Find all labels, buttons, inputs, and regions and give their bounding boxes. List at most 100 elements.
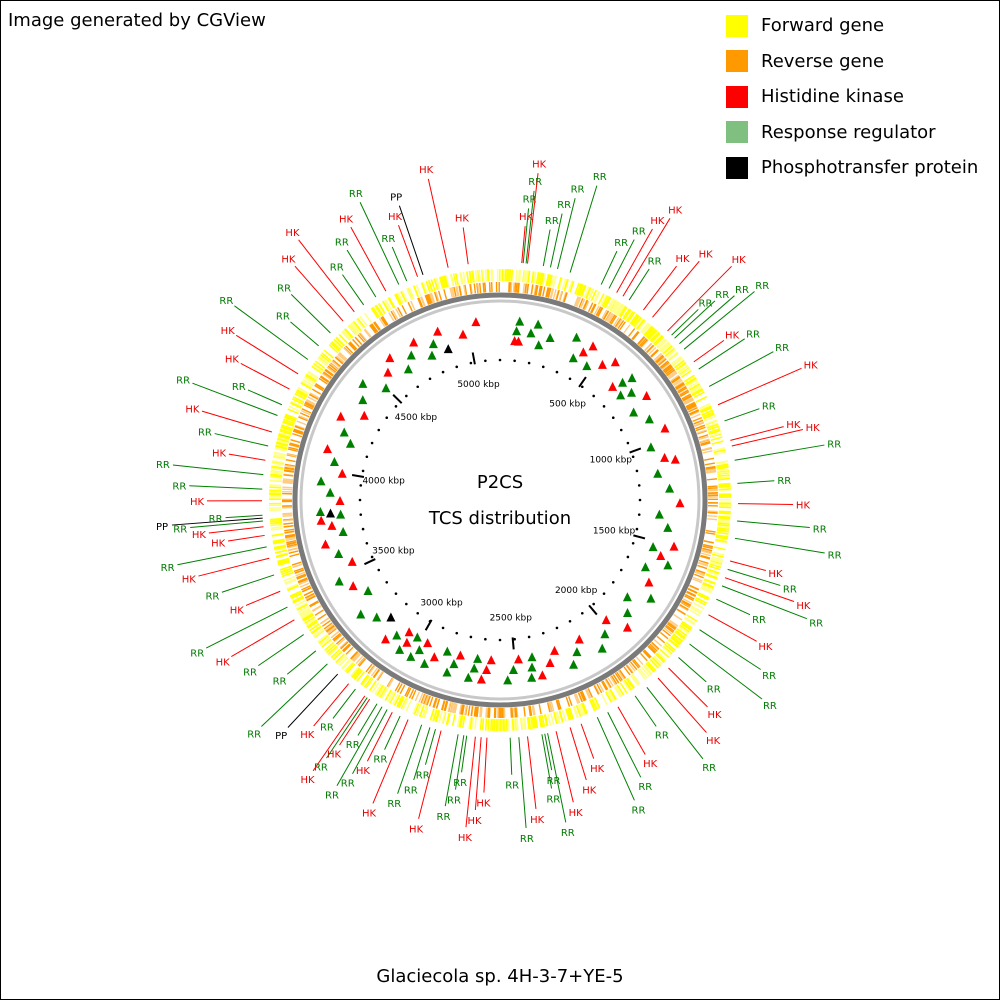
reverse-gene-mark bbox=[298, 415, 309, 421]
forward-gene-mark bbox=[545, 274, 551, 287]
reverse-gene-mark bbox=[674, 381, 684, 388]
legend-label: Reverse gene bbox=[761, 50, 885, 72]
forward-gene-mark bbox=[442, 275, 448, 288]
feature-label: PP bbox=[156, 522, 168, 533]
forward-gene-mark bbox=[715, 538, 728, 543]
forward-gene-mark bbox=[514, 718, 518, 731]
forward-gene-mark bbox=[269, 518, 282, 521]
reverse-gene-mark bbox=[474, 706, 478, 717]
feature-label: RR bbox=[209, 514, 223, 525]
forward-gene-mark bbox=[299, 608, 311, 617]
ruler-dot bbox=[377, 568, 381, 572]
forward-gene-mark bbox=[354, 669, 363, 681]
forward-gene-mark bbox=[393, 694, 401, 706]
feature-label: RR bbox=[561, 828, 575, 839]
feature-label: RR bbox=[381, 234, 395, 245]
forward-gene-mark bbox=[636, 319, 646, 330]
response-regulator-marker bbox=[316, 476, 326, 486]
feature-label: HK bbox=[468, 816, 483, 827]
feature-label: RR bbox=[416, 770, 430, 781]
reverse-gene-mark bbox=[690, 413, 701, 419]
tcs-marker-track bbox=[315, 316, 685, 685]
feature-label: RR bbox=[190, 649, 204, 660]
reverse-gene-mark bbox=[324, 369, 334, 377]
reverse-gene-mark bbox=[309, 601, 320, 608]
forward-gene-mark bbox=[627, 311, 636, 323]
reverse-gene-mark bbox=[676, 384, 686, 391]
reverse-gene-mark bbox=[322, 372, 331, 380]
reverse-gene-mark bbox=[443, 289, 448, 300]
reverse-gene-mark bbox=[284, 464, 295, 468]
ruler-dot bbox=[416, 385, 420, 389]
feature-connector bbox=[258, 634, 304, 667]
forward-gene-mark bbox=[659, 648, 670, 659]
forward-gene-mark bbox=[292, 596, 305, 604]
forward-gene-mark bbox=[655, 653, 665, 664]
histidine-kinase-marker bbox=[433, 326, 443, 336]
forward-gene-mark bbox=[587, 288, 594, 300]
reverse-gene-mark bbox=[702, 544, 713, 549]
forward-gene-mark bbox=[675, 362, 687, 371]
forward-gene-mark bbox=[274, 447, 287, 452]
forward-gene-mark bbox=[301, 611, 313, 620]
histidine-kinase-marker bbox=[642, 391, 652, 401]
reverse-gene-mark bbox=[516, 282, 520, 293]
forward-gene-mark bbox=[435, 277, 440, 290]
forward-gene-mark bbox=[558, 277, 563, 290]
forward-gene-mark bbox=[283, 575, 296, 582]
response-regulator-marker bbox=[473, 653, 483, 663]
ruler-dot bbox=[527, 635, 531, 639]
forward-gene-mark bbox=[541, 714, 546, 727]
reverse-gene-mark bbox=[529, 705, 533, 716]
forward-gene-mark bbox=[679, 367, 691, 376]
forward-gene-mark bbox=[397, 292, 404, 304]
forward-gene-mark bbox=[702, 582, 714, 590]
forward-gene-mark bbox=[440, 276, 446, 289]
forward-gene-mark bbox=[522, 717, 526, 730]
forward-gene-mark bbox=[600, 294, 608, 307]
response-regulator-marker bbox=[597, 643, 607, 653]
forward-gene-mark bbox=[306, 619, 318, 628]
reverse-gene-mark bbox=[596, 683, 603, 694]
forward-gene-mark bbox=[647, 329, 658, 340]
feature-connector bbox=[731, 428, 804, 447]
reverse-gene-mark bbox=[584, 689, 591, 699]
reverse-gene-mark bbox=[705, 465, 716, 469]
reverse-gene-mark bbox=[332, 632, 341, 641]
forward-gene-mark bbox=[353, 669, 363, 680]
ruler-dot bbox=[405, 394, 408, 398]
feature-label: RR bbox=[762, 401, 776, 412]
feature-connector bbox=[298, 239, 355, 313]
forward-gene-mark bbox=[309, 623, 320, 632]
reverse-gene-mark bbox=[704, 462, 715, 466]
forward-gene-mark bbox=[661, 646, 672, 656]
forward-gene-mark bbox=[622, 308, 631, 320]
forward-gene-mark bbox=[288, 405, 301, 412]
forward-gene-mark bbox=[716, 464, 729, 468]
phosphotransfer-marker bbox=[386, 612, 396, 622]
feature-label: RR bbox=[735, 285, 749, 296]
forward-gene-mark bbox=[433, 278, 439, 291]
reverse-gene-mark bbox=[477, 283, 480, 294]
histidine-kinase-marker bbox=[381, 634, 391, 644]
ruler-dot bbox=[592, 602, 595, 606]
forward-gene-mark bbox=[271, 532, 284, 537]
forward-gene-mark bbox=[713, 546, 726, 551]
ruler-dot bbox=[365, 455, 369, 459]
reverse-gene-mark bbox=[293, 428, 304, 434]
feature-label: HK bbox=[300, 775, 315, 786]
reverse-gene-mark bbox=[444, 701, 449, 712]
feature-connector bbox=[724, 577, 795, 602]
reverse-gene-mark bbox=[660, 361, 670, 370]
forward-gene-mark bbox=[284, 579, 297, 586]
forward-gene-mark bbox=[518, 269, 522, 282]
reverse-gene-mark bbox=[538, 704, 542, 715]
reverse-gene-mark bbox=[514, 707, 517, 718]
feature-connector bbox=[569, 185, 598, 273]
histidine-kinase-marker bbox=[644, 577, 654, 587]
forward-gene-mark bbox=[550, 712, 555, 725]
forward-gene-mark bbox=[312, 363, 324, 373]
reverse-gene-mark bbox=[327, 627, 337, 635]
forward-gene-mark bbox=[365, 677, 374, 689]
reverse-gene-mark bbox=[705, 466, 716, 470]
